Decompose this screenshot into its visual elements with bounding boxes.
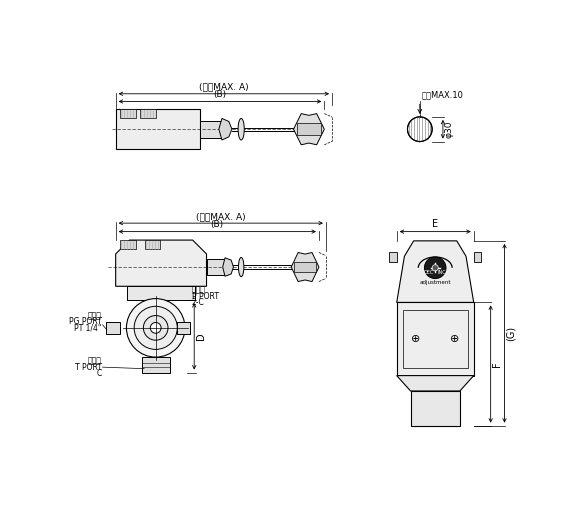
Text: PG PORT: PG PORT: [69, 317, 102, 326]
Bar: [474, 252, 481, 262]
Bar: [389, 252, 397, 262]
Text: ⊕: ⊕: [450, 334, 459, 344]
Circle shape: [408, 117, 432, 141]
Circle shape: [143, 315, 168, 340]
Bar: [116, 109, 200, 149]
Polygon shape: [397, 241, 474, 303]
Bar: [145, 240, 160, 249]
Text: φ30: φ30: [444, 120, 454, 138]
Text: T PORT: T PORT: [75, 362, 102, 372]
Circle shape: [126, 298, 185, 357]
Text: 最大MAX.10: 最大MAX.10: [421, 90, 463, 99]
Polygon shape: [291, 252, 319, 282]
Text: 回油口: 回油口: [88, 356, 102, 366]
Bar: [403, 310, 467, 368]
Text: C: C: [97, 369, 102, 378]
Bar: [206, 260, 225, 275]
Bar: [200, 121, 222, 138]
Circle shape: [134, 306, 177, 349]
Bar: [294, 262, 316, 272]
Bar: [142, 357, 170, 373]
Polygon shape: [219, 118, 232, 140]
Text: E: E: [432, 219, 438, 229]
Text: 測圧口: 測圧口: [88, 311, 102, 320]
Polygon shape: [397, 376, 474, 391]
Text: P PORT: P PORT: [192, 292, 219, 301]
Ellipse shape: [239, 258, 244, 276]
Text: F: F: [492, 361, 502, 367]
Ellipse shape: [238, 118, 244, 140]
Circle shape: [424, 257, 446, 279]
Text: (最大MAX. A): (最大MAX. A): [199, 82, 248, 92]
Text: 圧力口: 圧力口: [192, 286, 206, 294]
Circle shape: [432, 265, 438, 271]
Text: D: D: [196, 332, 206, 340]
Polygon shape: [293, 114, 324, 145]
Text: INC: INC: [437, 270, 446, 275]
Bar: [127, 286, 195, 300]
Bar: [411, 391, 460, 425]
Bar: [120, 109, 136, 118]
Text: PT 1/4": PT 1/4": [74, 324, 102, 332]
Bar: [140, 109, 156, 118]
Bar: [177, 322, 190, 334]
Text: (B): (B): [211, 220, 224, 229]
Bar: [120, 240, 136, 249]
Circle shape: [150, 323, 161, 333]
Text: ⊕: ⊕: [411, 334, 421, 344]
Text: 2-C: 2-C: [192, 298, 205, 307]
Bar: [397, 303, 474, 376]
Text: (G): (G): [506, 326, 516, 341]
Text: DEC: DEC: [424, 270, 434, 275]
Text: adjustment: adjustment: [420, 280, 451, 285]
Text: (B): (B): [213, 90, 227, 99]
Polygon shape: [116, 240, 206, 286]
Text: (最大MAX. A): (最大MAX. A): [196, 212, 246, 221]
Polygon shape: [223, 258, 233, 276]
Bar: [297, 123, 321, 135]
Bar: [106, 322, 120, 334]
